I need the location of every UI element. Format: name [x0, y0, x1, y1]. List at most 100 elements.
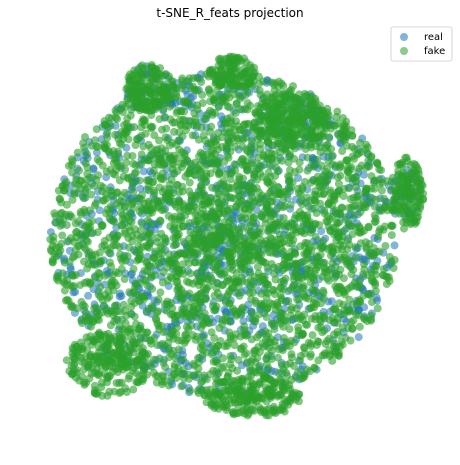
point-real: [317, 227, 326, 236]
point-fake: [80, 143, 89, 152]
point-fake: [121, 165, 130, 174]
point-fake: [169, 346, 178, 355]
point-fake: [298, 315, 307, 324]
point-fake: [117, 208, 126, 217]
point-fake: [255, 380, 264, 389]
point-fake: [250, 273, 259, 282]
point-fake: [110, 217, 119, 226]
point-fake: [312, 209, 321, 217]
point-fake: [194, 354, 202, 363]
point-fake: [253, 251, 262, 260]
point-fake: [190, 109, 199, 118]
point-fake: [333, 119, 342, 128]
point-fake: [333, 173, 342, 182]
point-fake: [220, 70, 229, 79]
point-fake: [273, 137, 282, 146]
point-fake: [179, 202, 188, 211]
point-fake: [165, 333, 174, 342]
point-fake: [226, 175, 235, 184]
point-fake: [138, 327, 147, 336]
point-fake: [297, 331, 306, 340]
point-fake: [360, 265, 369, 274]
point-fake: [140, 199, 149, 208]
point-fake: [225, 204, 234, 213]
point-fake: [77, 210, 85, 219]
point-fake: [271, 275, 280, 284]
point-fake: [335, 163, 344, 172]
point-fake: [182, 277, 191, 286]
point-fake: [242, 404, 250, 413]
point-fake: [214, 341, 223, 350]
point-fake: [192, 332, 201, 341]
point-fake: [265, 161, 274, 170]
point-fake: [284, 263, 292, 272]
point-fake: [228, 132, 237, 141]
point-fake: [64, 161, 73, 170]
point-fake: [227, 376, 236, 385]
point-fake: [122, 388, 131, 396]
point-fake: [279, 196, 288, 205]
point-fake: [138, 205, 146, 214]
point-fake: [105, 387, 114, 396]
chart-title: t-SNE_R_feats projection: [156, 6, 303, 20]
point-fake: [298, 200, 307, 209]
point-fake: [117, 221, 126, 230]
point-real: [359, 170, 368, 179]
point-fake: [83, 338, 92, 346]
point-fake: [162, 159, 170, 168]
point-fake: [190, 258, 199, 267]
point-fake: [412, 169, 421, 178]
point-fake: [105, 208, 114, 217]
point-fake: [149, 77, 158, 86]
point-fake: [249, 232, 258, 240]
point-fake: [165, 188, 174, 197]
point-fake: [194, 297, 203, 306]
point-fake: [412, 198, 421, 207]
point-fake: [309, 162, 318, 171]
point-fake: [226, 332, 235, 341]
point-fake: [334, 186, 343, 195]
point-fake: [356, 297, 365, 306]
point-fake: [363, 271, 372, 280]
point-fake: [90, 389, 99, 398]
point-fake: [301, 225, 310, 234]
point-fake: [320, 326, 329, 335]
point-fake: [312, 257, 321, 266]
point-fake: [341, 213, 350, 222]
point-fake: [170, 312, 179, 321]
point-fake: [240, 234, 249, 243]
point-fake: [92, 353, 101, 362]
point-fake: [239, 174, 248, 183]
point-fake: [237, 213, 245, 222]
point-fake: [77, 297, 86, 306]
point-fake: [266, 338, 275, 347]
point-fake: [379, 265, 388, 274]
point-fake: [98, 161, 107, 170]
point-fake: [362, 243, 371, 252]
point-fake: [309, 286, 318, 295]
point-fake: [310, 364, 319, 373]
point-fake: [384, 273, 393, 282]
point-fake: [170, 200, 179, 209]
point-fake: [177, 120, 185, 129]
point-fake: [130, 289, 138, 298]
point-fake: [242, 133, 250, 142]
point-fake: [73, 304, 82, 313]
point-fake: [68, 271, 77, 280]
point-fake: [165, 353, 173, 362]
series-fake: [46, 52, 428, 420]
point-fake: [155, 115, 164, 124]
point-fake: [261, 374, 270, 383]
point-fake: [76, 338, 85, 347]
point-real: [390, 241, 399, 250]
point-fake: [197, 229, 206, 238]
point-fake: [105, 258, 114, 267]
point-fake: [269, 224, 278, 232]
point-fake: [130, 299, 139, 307]
point-fake: [256, 133, 264, 142]
point-fake: [220, 218, 229, 227]
point-fake: [240, 322, 249, 331]
point-fake: [235, 228, 244, 237]
point-fake: [181, 172, 190, 181]
point-fake: [275, 345, 284, 354]
